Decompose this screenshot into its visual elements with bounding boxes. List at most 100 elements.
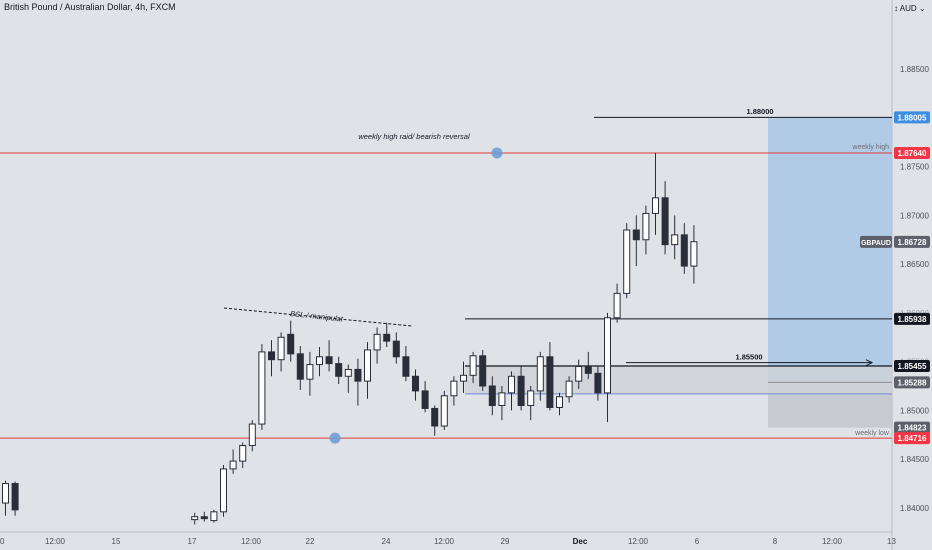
candle-body-up xyxy=(498,392,506,407)
candle-body-down xyxy=(325,356,333,365)
candle-body-down xyxy=(594,372,602,394)
candle-body-down xyxy=(200,516,208,520)
candle xyxy=(613,283,621,323)
candle-body-up xyxy=(239,445,247,462)
x-tick-label: 24 xyxy=(382,537,391,546)
annotation-high-raid: weekly high raid/ bearish reversal xyxy=(358,132,470,141)
price-label-bg xyxy=(894,360,930,373)
price-label: 1.87640 xyxy=(894,146,930,159)
candle-body-up xyxy=(460,374,467,382)
candle xyxy=(210,509,218,523)
y-tick-label: 1.87000 xyxy=(900,211,929,220)
annotation-target: 1.88000 xyxy=(746,107,773,116)
candle-body-down xyxy=(402,356,410,377)
candle-body-up xyxy=(469,355,477,376)
price-label-text: 1.86728 xyxy=(898,238,927,247)
candle-body-up xyxy=(191,516,199,521)
price-label: 1.85455 xyxy=(894,360,930,373)
arrow-head-icon xyxy=(865,359,874,367)
candle xyxy=(680,223,688,274)
x-tick-label: 6 xyxy=(695,537,700,546)
price-label-text: 1.85288 xyxy=(898,378,927,387)
candle xyxy=(344,364,352,393)
candle xyxy=(373,327,381,364)
candle xyxy=(604,312,611,423)
candle xyxy=(517,366,525,411)
candle xyxy=(488,376,496,416)
x-tick-label: 12:00 xyxy=(434,537,455,546)
candle xyxy=(306,351,314,396)
candle-body-up xyxy=(508,375,515,394)
price-label: 1.88005 xyxy=(894,111,930,124)
chart-title: British Pound / Australian Dollar, 4h, F… xyxy=(4,2,176,12)
candle-body-down xyxy=(479,355,487,387)
price-label: 1.85938 xyxy=(894,312,930,325)
candle xyxy=(248,420,256,452)
candle xyxy=(565,376,573,403)
x-tick-label-edge: 13 xyxy=(887,537,896,546)
price-label: 1.84716 xyxy=(894,432,930,445)
weekly-low-label: weekly low xyxy=(854,430,890,437)
candle xyxy=(191,512,199,525)
candle-body-down xyxy=(383,333,391,342)
candle xyxy=(296,346,304,390)
price-label-bg xyxy=(894,312,930,325)
price-label-bg xyxy=(894,146,930,159)
candle-body-down xyxy=(632,229,640,241)
candle xyxy=(440,390,448,430)
annotation-entry: 1.85500 xyxy=(735,353,762,362)
candle-body-down xyxy=(11,483,19,511)
x-tick-label: 22 xyxy=(306,537,315,546)
candle-body-down xyxy=(488,385,496,407)
candle xyxy=(277,332,285,372)
candle-body-down xyxy=(546,356,554,408)
candle xyxy=(412,369,419,401)
candle xyxy=(421,381,429,413)
candle-body-down xyxy=(296,353,304,380)
candle xyxy=(690,225,698,284)
candle-body-up xyxy=(565,380,573,398)
price-label: 1.86728 GBPAUD xyxy=(860,235,930,248)
x-tick-label: 8 xyxy=(773,537,778,546)
candle xyxy=(335,356,343,385)
candle xyxy=(450,376,458,406)
x-tick-label: 29 xyxy=(501,537,510,546)
candle-body-up xyxy=(690,241,698,267)
price-label-text: 1.85455 xyxy=(898,362,927,371)
currency-selector[interactable]: ↕ AUD ⌄ xyxy=(894,4,926,13)
candle xyxy=(354,358,362,406)
candle xyxy=(469,351,477,384)
candle-body-up xyxy=(671,234,679,246)
price-label-bg xyxy=(894,235,930,248)
x-tick-label: Dec xyxy=(573,537,588,546)
candle xyxy=(479,349,487,391)
candle-body-up xyxy=(229,460,237,470)
price-label-bg xyxy=(894,376,930,389)
currency-label: ↕ AUD ⌄ xyxy=(894,4,926,13)
candle-body-up xyxy=(316,356,323,366)
candle xyxy=(661,181,669,255)
candle xyxy=(498,386,506,421)
candle-body-down xyxy=(421,390,429,409)
candle-body-down xyxy=(335,363,343,377)
candle xyxy=(364,342,371,399)
candle-body-up xyxy=(604,317,611,394)
candle xyxy=(200,511,208,522)
x-tick-label: 12:00 xyxy=(822,537,843,546)
symbol-tag-bg xyxy=(860,235,892,248)
candle-body-up xyxy=(2,483,9,504)
x-tick-label: 17 xyxy=(188,537,197,546)
candle xyxy=(642,205,650,255)
candle-body-up xyxy=(642,212,650,241)
candle xyxy=(508,371,515,411)
x-tick-label-edge: 0 xyxy=(0,537,5,546)
y-tick-label: 1.85000 xyxy=(900,406,929,415)
candle-body-down xyxy=(431,407,439,427)
price-label-text: 1.84823 xyxy=(898,424,927,433)
candle xyxy=(325,340,333,372)
candle-body-up xyxy=(450,380,458,397)
y-tick-label: 1.84500 xyxy=(900,455,929,464)
bsl-trendline xyxy=(223,307,413,327)
